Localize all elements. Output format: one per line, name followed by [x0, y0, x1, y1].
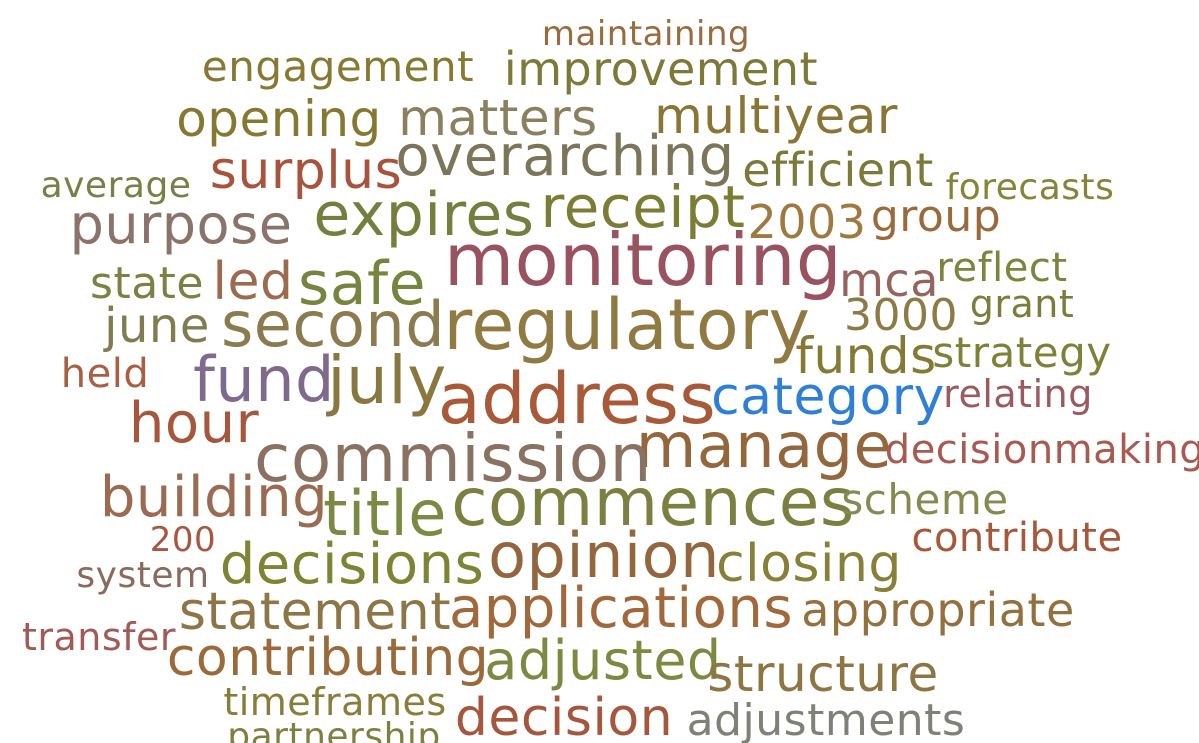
- word-timeframes: timeframes: [223, 680, 447, 724]
- word-statement: statement: [178, 582, 452, 642]
- word-title: title: [323, 477, 447, 550]
- word-safe: safe: [297, 249, 427, 319]
- word-opening: opening: [176, 90, 382, 148]
- word-partnership: partnership: [227, 716, 441, 743]
- word-matters: matters: [398, 89, 598, 147]
- word-commission: commission: [254, 420, 652, 497]
- word-address: address: [437, 358, 717, 440]
- word-held: held: [60, 351, 150, 397]
- word-grant: grant: [969, 282, 1075, 326]
- word-scheme: scheme: [841, 475, 1009, 524]
- word-surplus: surplus: [209, 141, 403, 201]
- word-structure: structure: [707, 645, 939, 703]
- word-system: system: [76, 555, 210, 596]
- word-funds: funds: [795, 327, 937, 385]
- word-average: average: [40, 165, 192, 206]
- word-expires: expires: [313, 180, 535, 250]
- word-improvement: improvement: [503, 42, 819, 96]
- word-fund: fund: [193, 343, 335, 416]
- word-receipt: receipt: [540, 173, 746, 241]
- word-contributing: contributing: [166, 628, 490, 688]
- word-adjusted: adjusted: [484, 629, 722, 692]
- word-strategy: strategy: [932, 328, 1112, 377]
- word-decisions: decisions: [219, 532, 485, 597]
- word-mca: mca: [839, 253, 939, 307]
- word-monitoring: monitoring: [443, 218, 843, 302]
- word-june: june: [104, 298, 210, 354]
- word-3000: 3000: [844, 290, 958, 341]
- word-engagement: engagement: [201, 42, 475, 91]
- word-building: building: [99, 465, 329, 530]
- word-forecasts: forecasts: [945, 167, 1115, 208]
- word-opinion: opinion: [488, 519, 720, 592]
- word-efficient: efficient: [742, 143, 934, 197]
- word-decision: decision: [454, 688, 674, 743]
- word-transfer: transfer: [21, 615, 177, 659]
- word-second: second: [220, 288, 446, 361]
- word-commences: commences: [451, 464, 855, 541]
- word-200: 200: [149, 520, 217, 560]
- word-overarching: overarching: [395, 124, 735, 189]
- word-2003: 2003: [747, 195, 867, 249]
- word-state: state: [90, 258, 204, 309]
- word-contribute: contribute: [911, 515, 1123, 561]
- word-led: led: [212, 252, 294, 312]
- word-applications: applications: [448, 576, 794, 641]
- word-appropriate: appropriate: [801, 583, 1075, 637]
- word-regulatory: regulatory: [443, 284, 811, 366]
- word-adjustments: adjustments: [686, 695, 966, 743]
- word-relating: relating: [943, 372, 1093, 416]
- word-hour: hour: [128, 391, 260, 456]
- word-reflect: reflect: [936, 245, 1068, 291]
- word-multiyear: multiyear: [654, 87, 898, 145]
- word-manage: manage: [635, 409, 893, 482]
- word-july: july: [327, 342, 447, 419]
- word-maintaining: maintaining: [541, 14, 751, 54]
- word-closing: closing: [716, 534, 902, 594]
- word-decisionmaking: decisionmaking: [884, 427, 1199, 473]
- word-purpose: purpose: [69, 193, 293, 256]
- word-group: group: [870, 191, 1002, 242]
- word-category: category: [711, 367, 945, 427]
